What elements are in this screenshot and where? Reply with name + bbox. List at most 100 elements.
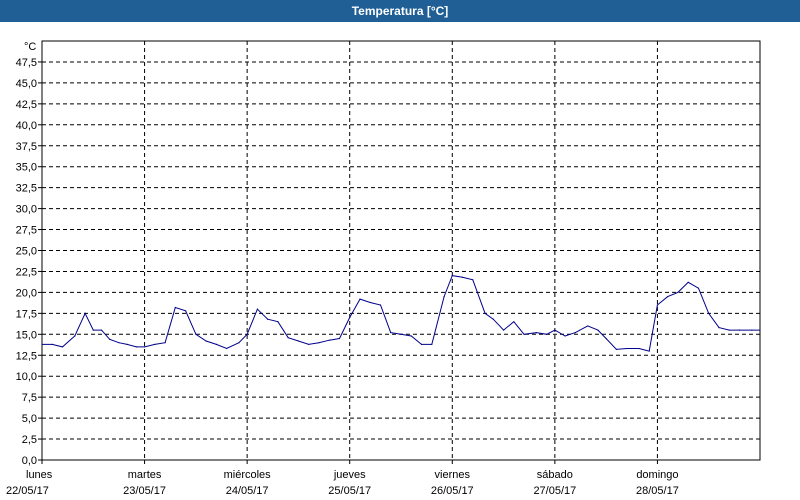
data-point [484, 312, 486, 314]
data-point [238, 342, 240, 344]
data-point [492, 318, 494, 320]
data-point [277, 321, 279, 323]
y-axis-ticks: 0,0 2,5 5,0 7,5 10,0 12,5 15,0 17,5 20,0 22,5 25,0… [16, 57, 42, 467]
x-tick-date-label: 28/05/17 [636, 485, 679, 497]
y-axis-unit: °C [24, 41, 36, 53]
data-point [126, 343, 128, 345]
series-layer [41, 275, 761, 352]
x-tick-date-label: 26/05/17 [431, 485, 474, 497]
x-tick-day-label: martes [128, 469, 162, 481]
data-point [205, 340, 207, 342]
x-tick-date-label: 22/05/17 [6, 485, 49, 497]
data-point [535, 332, 537, 334]
data-point [443, 295, 445, 298]
data-point [185, 310, 187, 312]
data-point [626, 347, 628, 350]
y-tick-label: 42,5 [16, 99, 37, 111]
data-point [400, 333, 402, 335]
data-point [451, 275, 453, 277]
data-point [420, 343, 423, 345]
temperature-series-line [42, 275, 760, 352]
data-point [523, 333, 525, 335]
data-point [100, 329, 103, 331]
data-point [154, 343, 156, 345]
y-tick-label: 5,0 [22, 413, 37, 425]
data-point [118, 342, 120, 344]
y-tick-label: 0,0 [22, 455, 37, 467]
data-point [256, 308, 258, 310]
data-point [369, 301, 371, 304]
data-point [267, 318, 269, 320]
data-point [554, 329, 556, 331]
y-tick-label: 2,5 [22, 434, 37, 446]
grid [42, 41, 760, 460]
y-tick-label: 20,0 [16, 287, 37, 299]
y-tick-label: 30,0 [16, 204, 37, 216]
data-point [574, 332, 576, 334]
data-point [84, 312, 86, 314]
data-point [338, 337, 341, 340]
data-point [697, 287, 700, 289]
data-point [502, 329, 505, 331]
data-point [677, 291, 679, 293]
data-point [738, 329, 741, 331]
y-tick-label: 25,0 [16, 246, 37, 258]
data-point [51, 343, 53, 345]
data-point [61, 346, 64, 348]
y-tick-label: 12,5 [16, 350, 37, 362]
data-point [513, 321, 515, 323]
data-point [215, 343, 217, 345]
data-point [687, 281, 689, 283]
data-point [297, 340, 300, 342]
x-tick-date-label: 23/05/17 [123, 485, 166, 497]
y-tick-label: 27,5 [16, 225, 37, 237]
data-point [605, 337, 607, 340]
x-tick-day-label: lunes [26, 469, 53, 481]
data-point [195, 333, 197, 335]
data-point [667, 295, 669, 298]
x-axis-ticks: lunes 22/05/17 martes 23/05/17 miércoles 24/0… [6, 460, 679, 497]
data-point [287, 337, 289, 339]
data-point [135, 346, 137, 348]
data-point [359, 298, 361, 300]
data-point [246, 333, 248, 335]
y-tick-label: 22,5 [16, 266, 37, 278]
x-tick-day-label: sábado [537, 469, 573, 481]
y-tick-label: 40,0 [16, 120, 37, 132]
data-point [164, 342, 166, 344]
data-point [410, 335, 412, 337]
y-tick-label: 35,0 [16, 162, 37, 174]
data-point [638, 347, 640, 350]
data-point [308, 343, 310, 345]
data-point [143, 346, 146, 348]
data-point [92, 329, 94, 331]
y-tick-label: 15,0 [16, 329, 37, 341]
x-tick-day-label: jueves [333, 469, 366, 481]
y-tick-label: 32,5 [16, 183, 37, 195]
data-point [728, 329, 730, 331]
x-tick-day-label: viernes [435, 469, 471, 481]
data-point [648, 350, 650, 352]
x-tick-date-label: 25/05/17 [328, 485, 371, 497]
chart-title: Temperatura [°C] [0, 0, 800, 22]
data-point [390, 332, 392, 334]
data-point [379, 304, 382, 306]
data-point [751, 329, 753, 331]
data-point [615, 348, 618, 350]
data-point [349, 316, 351, 319]
data-point [564, 335, 566, 337]
data-point [431, 343, 433, 345]
x-tick-day-label: domingo [636, 469, 678, 481]
data-point [174, 306, 176, 309]
data-point [708, 312, 710, 314]
data-point [74, 335, 76, 337]
data-point [109, 338, 111, 340]
y-tick-label: 47,5 [16, 57, 37, 69]
y-tick-label: 17,5 [16, 308, 37, 320]
data-point [226, 347, 228, 350]
data-point [656, 304, 659, 306]
data-point [597, 329, 599, 331]
y-tick-label: 45,0 [16, 78, 37, 90]
data-point [461, 276, 464, 278]
data-point [472, 279, 474, 281]
